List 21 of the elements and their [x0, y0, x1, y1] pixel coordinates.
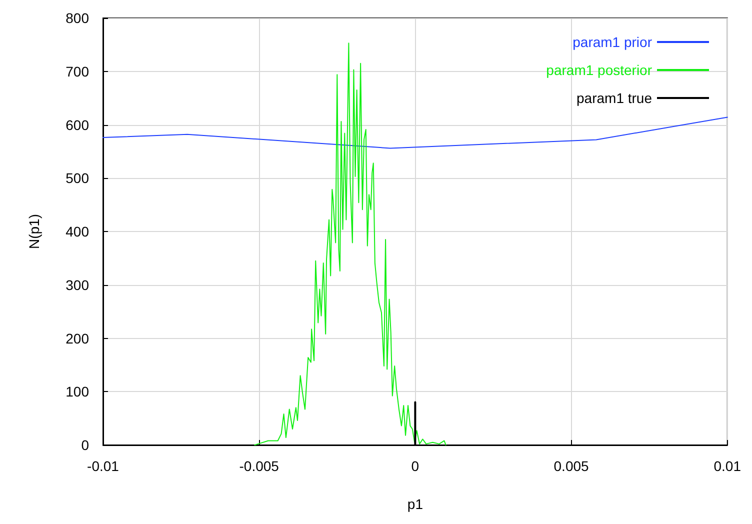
legend-label: param1 true: [576, 90, 652, 106]
y-tick-label: 100: [66, 384, 90, 400]
legend-label: param1 prior: [572, 34, 652, 50]
x-tick-label: 0: [411, 458, 420, 474]
x-tick-label: -0.01: [87, 458, 120, 474]
y-tick-label: 0: [81, 437, 90, 453]
y-tick-label: 600: [66, 116, 90, 133]
x-tick-label: 0.005: [554, 458, 590, 474]
line-series: [254, 42, 446, 446]
x-tick-label: 0.01: [714, 458, 742, 474]
y-tick-label: 200: [66, 330, 90, 346]
x-axis-title: p1: [407, 496, 424, 512]
x-tick-label: -0.005: [239, 458, 280, 474]
y-tick-label: 800: [66, 10, 90, 26]
y-tick-label: 500: [66, 170, 90, 186]
y-tick-label: 700: [66, 63, 90, 80]
legend-label: param1 posterior: [546, 62, 652, 78]
line-series: [102, 116, 728, 149]
y-axis-title: N(p1): [26, 214, 42, 250]
y-tick-label: 400: [66, 224, 90, 240]
y-tick-label: 300: [66, 276, 90, 293]
